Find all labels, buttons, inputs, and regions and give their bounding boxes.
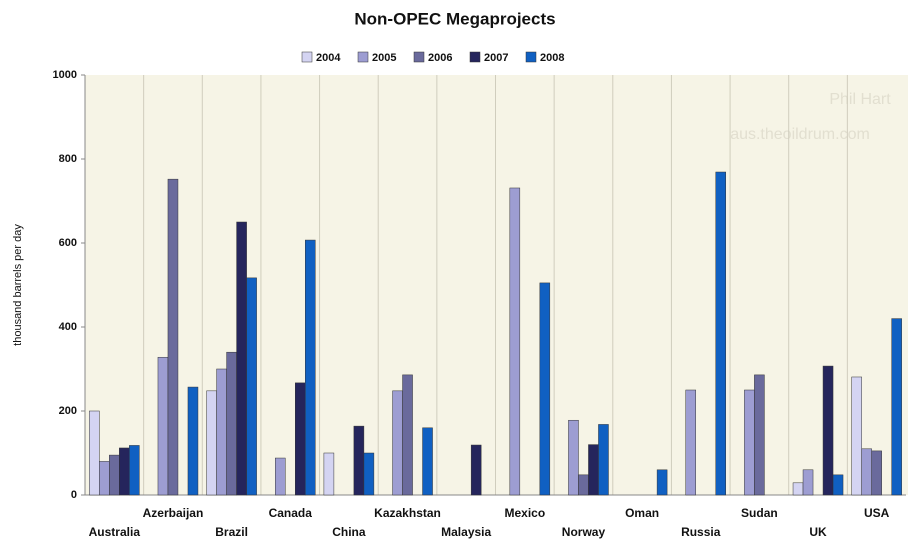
- bar: [129, 445, 140, 496]
- x-tick-label: Brazil: [215, 525, 248, 539]
- bar: [539, 282, 551, 496]
- bar: [656, 469, 668, 496]
- x-tick-label: China: [332, 525, 366, 539]
- y-tick-label: 400: [59, 321, 77, 333]
- bar: [99, 461, 110, 496]
- y-tick-label: 1000: [53, 69, 77, 81]
- bar: [861, 448, 872, 496]
- bar: [744, 389, 755, 496]
- bar: [206, 390, 217, 496]
- bar: [392, 390, 403, 496]
- bar: [802, 469, 814, 496]
- bar: [891, 318, 902, 496]
- bar: [754, 374, 765, 496]
- bar: [167, 178, 179, 496]
- bar: [832, 474, 844, 496]
- bar: [509, 187, 521, 496]
- x-tick-label: Oman: [625, 506, 659, 520]
- watermark: aus.theoildrum.com: [730, 126, 870, 143]
- bar: [363, 452, 375, 496]
- bar: [109, 454, 120, 496]
- bar: [685, 389, 696, 496]
- x-tick-label: Kazakhstan: [374, 506, 441, 520]
- bar: [470, 444, 482, 496]
- x-tick-label: Canada: [269, 506, 313, 520]
- bar: [402, 374, 413, 496]
- legend-label: 2008: [540, 52, 564, 64]
- bar: [851, 376, 862, 496]
- x-tick-label: Azerbaijan: [143, 506, 204, 520]
- x-tick-label: Australia: [89, 525, 141, 539]
- bar: [588, 444, 599, 496]
- bar: [305, 239, 316, 496]
- bar: [89, 410, 100, 496]
- bar: [216, 368, 227, 496]
- chart-title: Non-OPEC Megaprojects: [354, 9, 555, 28]
- y-axis-label: thousand barrels per day: [12, 224, 24, 346]
- bar: [119, 447, 130, 496]
- legend-label: 2004: [316, 52, 341, 64]
- bar: [236, 221, 247, 496]
- legend-label: 2006: [428, 52, 452, 64]
- x-tick-label: Malaysia: [441, 525, 491, 539]
- x-tick-label: Russia: [681, 525, 721, 539]
- bar: [578, 474, 589, 496]
- bar: [353, 425, 365, 496]
- legend-swatch: [413, 51, 425, 63]
- bar: [822, 365, 834, 496]
- bar: [598, 424, 609, 496]
- x-tick-label: Sudan: [741, 506, 778, 520]
- bar: [871, 450, 882, 496]
- bar: [226, 351, 237, 496]
- x-tick-label: Mexico: [504, 506, 545, 520]
- legend-swatch: [469, 51, 481, 63]
- bar: [568, 419, 579, 496]
- bar: [715, 171, 726, 496]
- bar: [187, 386, 199, 496]
- legend-label: 2007: [484, 52, 508, 64]
- y-tick-label: 600: [59, 237, 77, 249]
- x-tick-label: Norway: [562, 525, 606, 539]
- y-tick-label: 0: [71, 489, 77, 501]
- x-tick-label: USA: [864, 506, 890, 520]
- bar: [422, 427, 433, 496]
- legend-swatch: [525, 51, 537, 63]
- bar: [275, 457, 286, 496]
- bar: [792, 482, 804, 496]
- x-tick-label: UK: [809, 525, 827, 539]
- watermark: Phil Hart: [829, 91, 891, 108]
- bar: [323, 452, 335, 496]
- legend-label: 2005: [372, 52, 396, 64]
- y-tick-label: 800: [59, 153, 77, 165]
- legend-swatch: [357, 51, 369, 63]
- bar: [157, 356, 169, 496]
- legend-swatch: [301, 51, 313, 63]
- bar: [295, 382, 306, 496]
- bar: [246, 277, 257, 496]
- y-tick-label: 200: [59, 405, 77, 417]
